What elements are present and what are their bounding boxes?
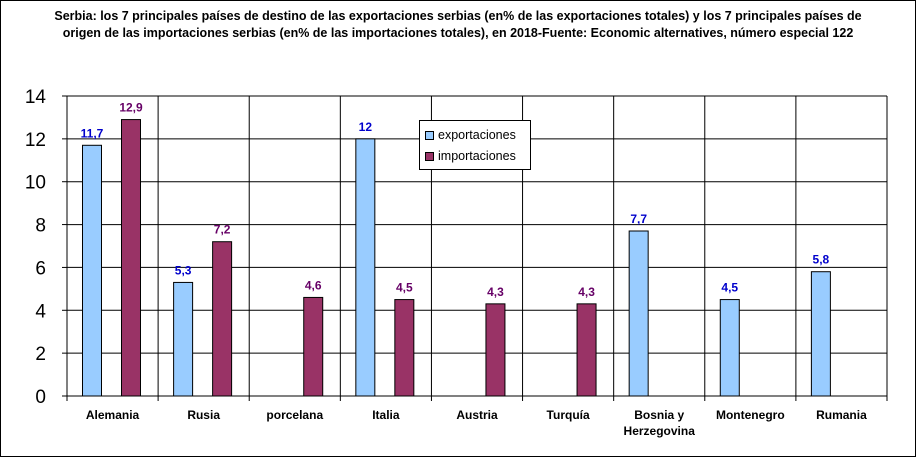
data-label-exportaciones: 12: [359, 120, 373, 134]
data-label-importaciones: 12,9: [119, 101, 143, 115]
legend: exportaciones importaciones: [419, 120, 531, 170]
x-tick-label: Montenegro: [716, 408, 785, 422]
bar-exportaciones: [82, 144, 102, 397]
legend-label-importaciones: importaciones: [438, 149, 516, 163]
y-tick-label: 14: [25, 87, 47, 108]
x-tick-label: Herzegovina: [624, 424, 696, 438]
bar-importaciones: [121, 119, 141, 397]
x-tick-label: Italia: [372, 408, 400, 422]
bar-importaciones: [303, 296, 324, 397]
data-label-importaciones: 4,3: [487, 285, 504, 299]
data-label-exportaciones: 11,7: [81, 126, 104, 140]
bar-importaciones: [485, 303, 506, 397]
x-tick-label: Rumania: [816, 408, 867, 422]
legend-item-importaciones: importaciones: [425, 148, 516, 164]
data-label-exportaciones: 5,8: [813, 253, 830, 267]
x-tick-label: Bosnia y: [634, 408, 684, 422]
bar-importaciones: [394, 299, 415, 397]
bar-exportaciones: [173, 281, 194, 397]
data-label-importaciones: 4,3: [578, 285, 595, 299]
bar-exportaciones: [628, 230, 649, 397]
x-tick-label: Alemania: [86, 408, 140, 422]
chart-title: Serbia: los 7 principales países de dest…: [54, 9, 862, 40]
data-label-exportaciones: 5,3: [175, 263, 192, 277]
x-tick-label: Turquía: [547, 408, 590, 422]
legend-label-exportaciones: exportaciones: [438, 128, 516, 142]
data-label-exportaciones: 7,7: [630, 212, 647, 226]
y-tick-label: 4: [35, 301, 46, 322]
x-tick-label: Rusia: [187, 408, 220, 422]
data-label-importaciones: 4,5: [396, 281, 413, 295]
bar-exportaciones: [355, 138, 376, 397]
data-label-importaciones: 7,2: [214, 223, 231, 237]
y-tick-label: 12: [25, 130, 46, 151]
y-tick-label: 0: [35, 387, 46, 408]
y-tick-label: 10: [25, 173, 46, 194]
data-label-exportaciones: 4,5: [721, 281, 738, 295]
y-tick-label: 8: [35, 216, 46, 237]
bar-exportaciones: [810, 271, 831, 397]
legend-item-exportaciones: exportaciones: [425, 127, 516, 143]
x-tick-label: Austria: [456, 408, 498, 422]
y-tick-label: 6: [35, 258, 46, 279]
y-tick-label: 2: [35, 344, 46, 365]
x-tick-label: porcelana: [266, 408, 323, 422]
data-label-importaciones: 4,6: [305, 278, 322, 292]
legend-swatch-importaciones: [425, 151, 434, 161]
legend-swatch-exportaciones: [425, 130, 434, 140]
bar-exportaciones: [719, 299, 740, 397]
bar-importaciones: [576, 303, 597, 397]
bar-importaciones: [212, 241, 233, 397]
